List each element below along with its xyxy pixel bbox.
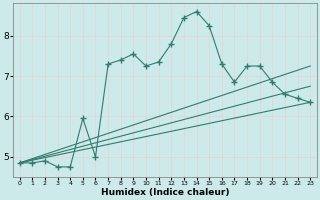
- X-axis label: Humidex (Indice chaleur): Humidex (Indice chaleur): [101, 188, 229, 197]
